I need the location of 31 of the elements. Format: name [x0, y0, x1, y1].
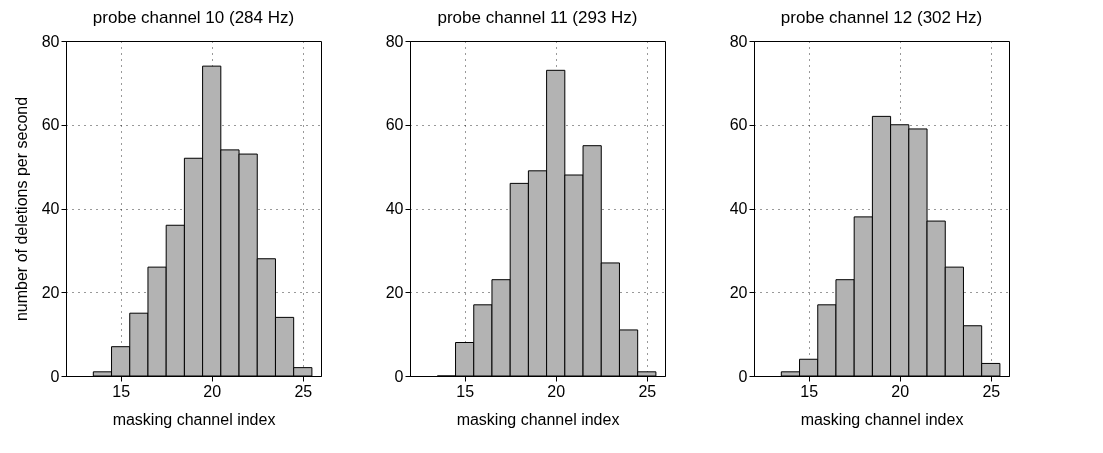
y-axis-title: number of deletions per second: [12, 96, 30, 322]
x-axis-title: masking channel index: [112, 410, 276, 428]
chart-title: probe channel 10 (284 Hz): [92, 8, 295, 27]
y-tick-label: 40: [729, 200, 748, 217]
y-tick-label: 0: [738, 367, 748, 385]
x-tick-label: 15: [800, 382, 819, 400]
y-tick-label: 20: [41, 283, 60, 301]
x-tick-label: 20: [891, 382, 910, 400]
y-tick-label: 60: [41, 116, 60, 134]
y-tick-label: 0: [50, 367, 60, 385]
y-tick-label: 80: [41, 32, 60, 50]
x-axis-title: masking channel index: [800, 410, 964, 428]
x-tick-label: 25: [638, 382, 657, 400]
x-tick-label: 15: [456, 382, 475, 400]
y-tick-label: 20: [729, 283, 748, 301]
y-tick-label: 80: [385, 32, 404, 50]
y-tick-label: 60: [385, 116, 404, 134]
chart-title: probe channel 11 (293 Hz): [437, 8, 638, 27]
y-tick-label: 20: [385, 283, 404, 301]
y-tick-label: 40: [385, 200, 404, 217]
x-tick-label: 25: [294, 382, 313, 400]
y-tick-label: 60: [729, 116, 748, 134]
x-axis-title: masking channel index: [456, 410, 620, 428]
y-tick-label: 0: [394, 367, 404, 385]
y-tick-label: 80: [729, 32, 748, 50]
x-tick-label: 20: [547, 382, 566, 400]
x-tick-label: 20: [203, 382, 222, 400]
chart-title: probe channel 12 (302 Hz): [780, 8, 983, 27]
y-tick-label: 40: [41, 200, 60, 217]
x-tick-label: 15: [112, 382, 131, 400]
x-tick-label: 25: [982, 382, 1001, 400]
